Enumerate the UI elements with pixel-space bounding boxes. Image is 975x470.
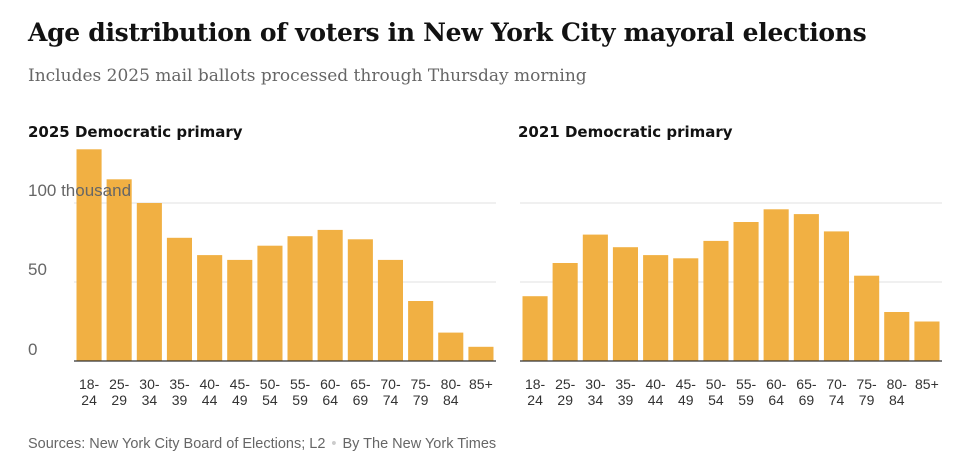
panel-title: 2025 Democratic primary — [28, 123, 243, 141]
x-tick-label: 35- — [615, 376, 636, 392]
x-tick-label: 65- — [350, 376, 371, 392]
x-tick-label: 25- — [555, 376, 576, 392]
bar-60-64 — [317, 229, 343, 361]
x-tick-label: 64 — [322, 392, 338, 408]
chart-subtitle: Includes 2025 mail ballots processed thr… — [28, 66, 587, 86]
x-tick-label: 60- — [320, 376, 341, 392]
bar-40-44 — [643, 255, 669, 361]
bar-85+ — [914, 321, 940, 361]
x-tick-label: 54 — [262, 392, 278, 408]
x-tick-label: 85+ — [469, 376, 493, 392]
x-tick-label: 40- — [199, 376, 220, 392]
x-tick-label: 74 — [829, 392, 845, 408]
bar-35-39 — [612, 247, 638, 361]
y-tick-label: 100 thousand — [28, 181, 131, 200]
x-tick-label: 65- — [796, 376, 817, 392]
x-tick-label: 70- — [380, 376, 401, 392]
bar-45-49 — [227, 259, 253, 361]
bar-80-84 — [884, 312, 910, 361]
bar-18-24 — [76, 149, 102, 361]
bar-75-79 — [408, 301, 434, 361]
source-credit: Sources: New York City Board of Election… — [28, 436, 496, 452]
x-tick-label: 34 — [142, 392, 158, 408]
x-tick-label: 59 — [292, 392, 308, 408]
x-tick-label: 50- — [260, 376, 281, 392]
bar-30-34 — [136, 203, 162, 361]
x-tick-label: 39 — [618, 392, 634, 408]
bar-85+ — [468, 346, 494, 361]
y-tick-label: 0 — [28, 340, 37, 359]
x-tick-label: 79 — [413, 392, 429, 408]
x-tick-label: 85+ — [915, 376, 939, 392]
x-tick-label: 30- — [139, 376, 160, 392]
x-tick-label: 30- — [585, 376, 606, 392]
bar-50-54 — [703, 240, 729, 361]
x-tick-label: 79 — [859, 392, 875, 408]
x-tick-label: 49 — [232, 392, 248, 408]
x-tick-label: 24 — [81, 392, 97, 408]
x-tick-label: 75- — [856, 376, 877, 392]
x-tick-label: 84 — [443, 392, 459, 408]
bar-75-79 — [854, 275, 880, 361]
x-tick-label: 80- — [887, 376, 908, 392]
x-tick-label: 29 — [557, 392, 573, 408]
bar-70-74 — [823, 231, 849, 361]
x-tick-label: 50- — [706, 376, 727, 392]
x-tick-label: 64 — [768, 392, 784, 408]
separator-dot: • — [331, 436, 337, 452]
x-tick-label: 54 — [708, 392, 724, 408]
bar-55-59 — [287, 236, 313, 361]
bar-65-69 — [793, 214, 819, 361]
bar-70-74 — [377, 259, 403, 361]
bar-80-84 — [438, 332, 464, 361]
x-tick-label: 69 — [799, 392, 815, 408]
x-tick-label: 25- — [109, 376, 130, 392]
x-tick-label: 18- — [525, 376, 546, 392]
bar-35-39 — [166, 237, 192, 361]
x-tick-label: 49 — [678, 392, 694, 408]
x-tick-label: 44 — [648, 392, 664, 408]
bar-45-49 — [673, 258, 699, 361]
charts-area: 2025 Democratic primary18-2425-2930-3435… — [28, 123, 942, 408]
bar-50-54 — [257, 245, 283, 361]
x-tick-label: 45- — [230, 376, 251, 392]
x-tick-label: 39 — [172, 392, 188, 408]
x-tick-label: 34 — [588, 392, 604, 408]
x-tick-label: 75- — [410, 376, 431, 392]
x-tick-label: 35- — [169, 376, 190, 392]
x-tick-label: 84 — [889, 392, 905, 408]
chart-title: Age distribution of voters in New York C… — [28, 18, 867, 47]
x-tick-label: 55- — [290, 376, 311, 392]
x-tick-label: 24 — [527, 392, 543, 408]
byline: By The New York Times — [342, 436, 497, 452]
x-tick-label: 69 — [353, 392, 369, 408]
x-tick-label: 80- — [441, 376, 462, 392]
panel-title: 2021 Democratic primary — [518, 123, 733, 141]
bar-25-29 — [552, 263, 578, 361]
x-tick-label: 29 — [111, 392, 127, 408]
x-tick-label: 55- — [736, 376, 757, 392]
bar-55-59 — [733, 222, 759, 361]
x-tick-label: 18- — [79, 376, 100, 392]
bar-60-64 — [763, 209, 789, 361]
bar-65-69 — [347, 239, 373, 361]
x-tick-label: 60- — [766, 376, 787, 392]
x-tick-label: 70- — [826, 376, 847, 392]
y-tick-label: 50 — [28, 260, 47, 279]
bar-30-34 — [582, 234, 608, 361]
x-tick-label: 59 — [738, 392, 754, 408]
bar-40-44 — [197, 255, 223, 361]
x-tick-label: 45- — [676, 376, 697, 392]
x-tick-label: 74 — [383, 392, 399, 408]
bar-25-29 — [106, 179, 132, 361]
source-text: Sources: New York City Board of Election… — [28, 436, 326, 452]
x-tick-label: 44 — [202, 392, 218, 408]
bar-18-24 — [522, 296, 548, 361]
x-tick-label: 40- — [645, 376, 666, 392]
